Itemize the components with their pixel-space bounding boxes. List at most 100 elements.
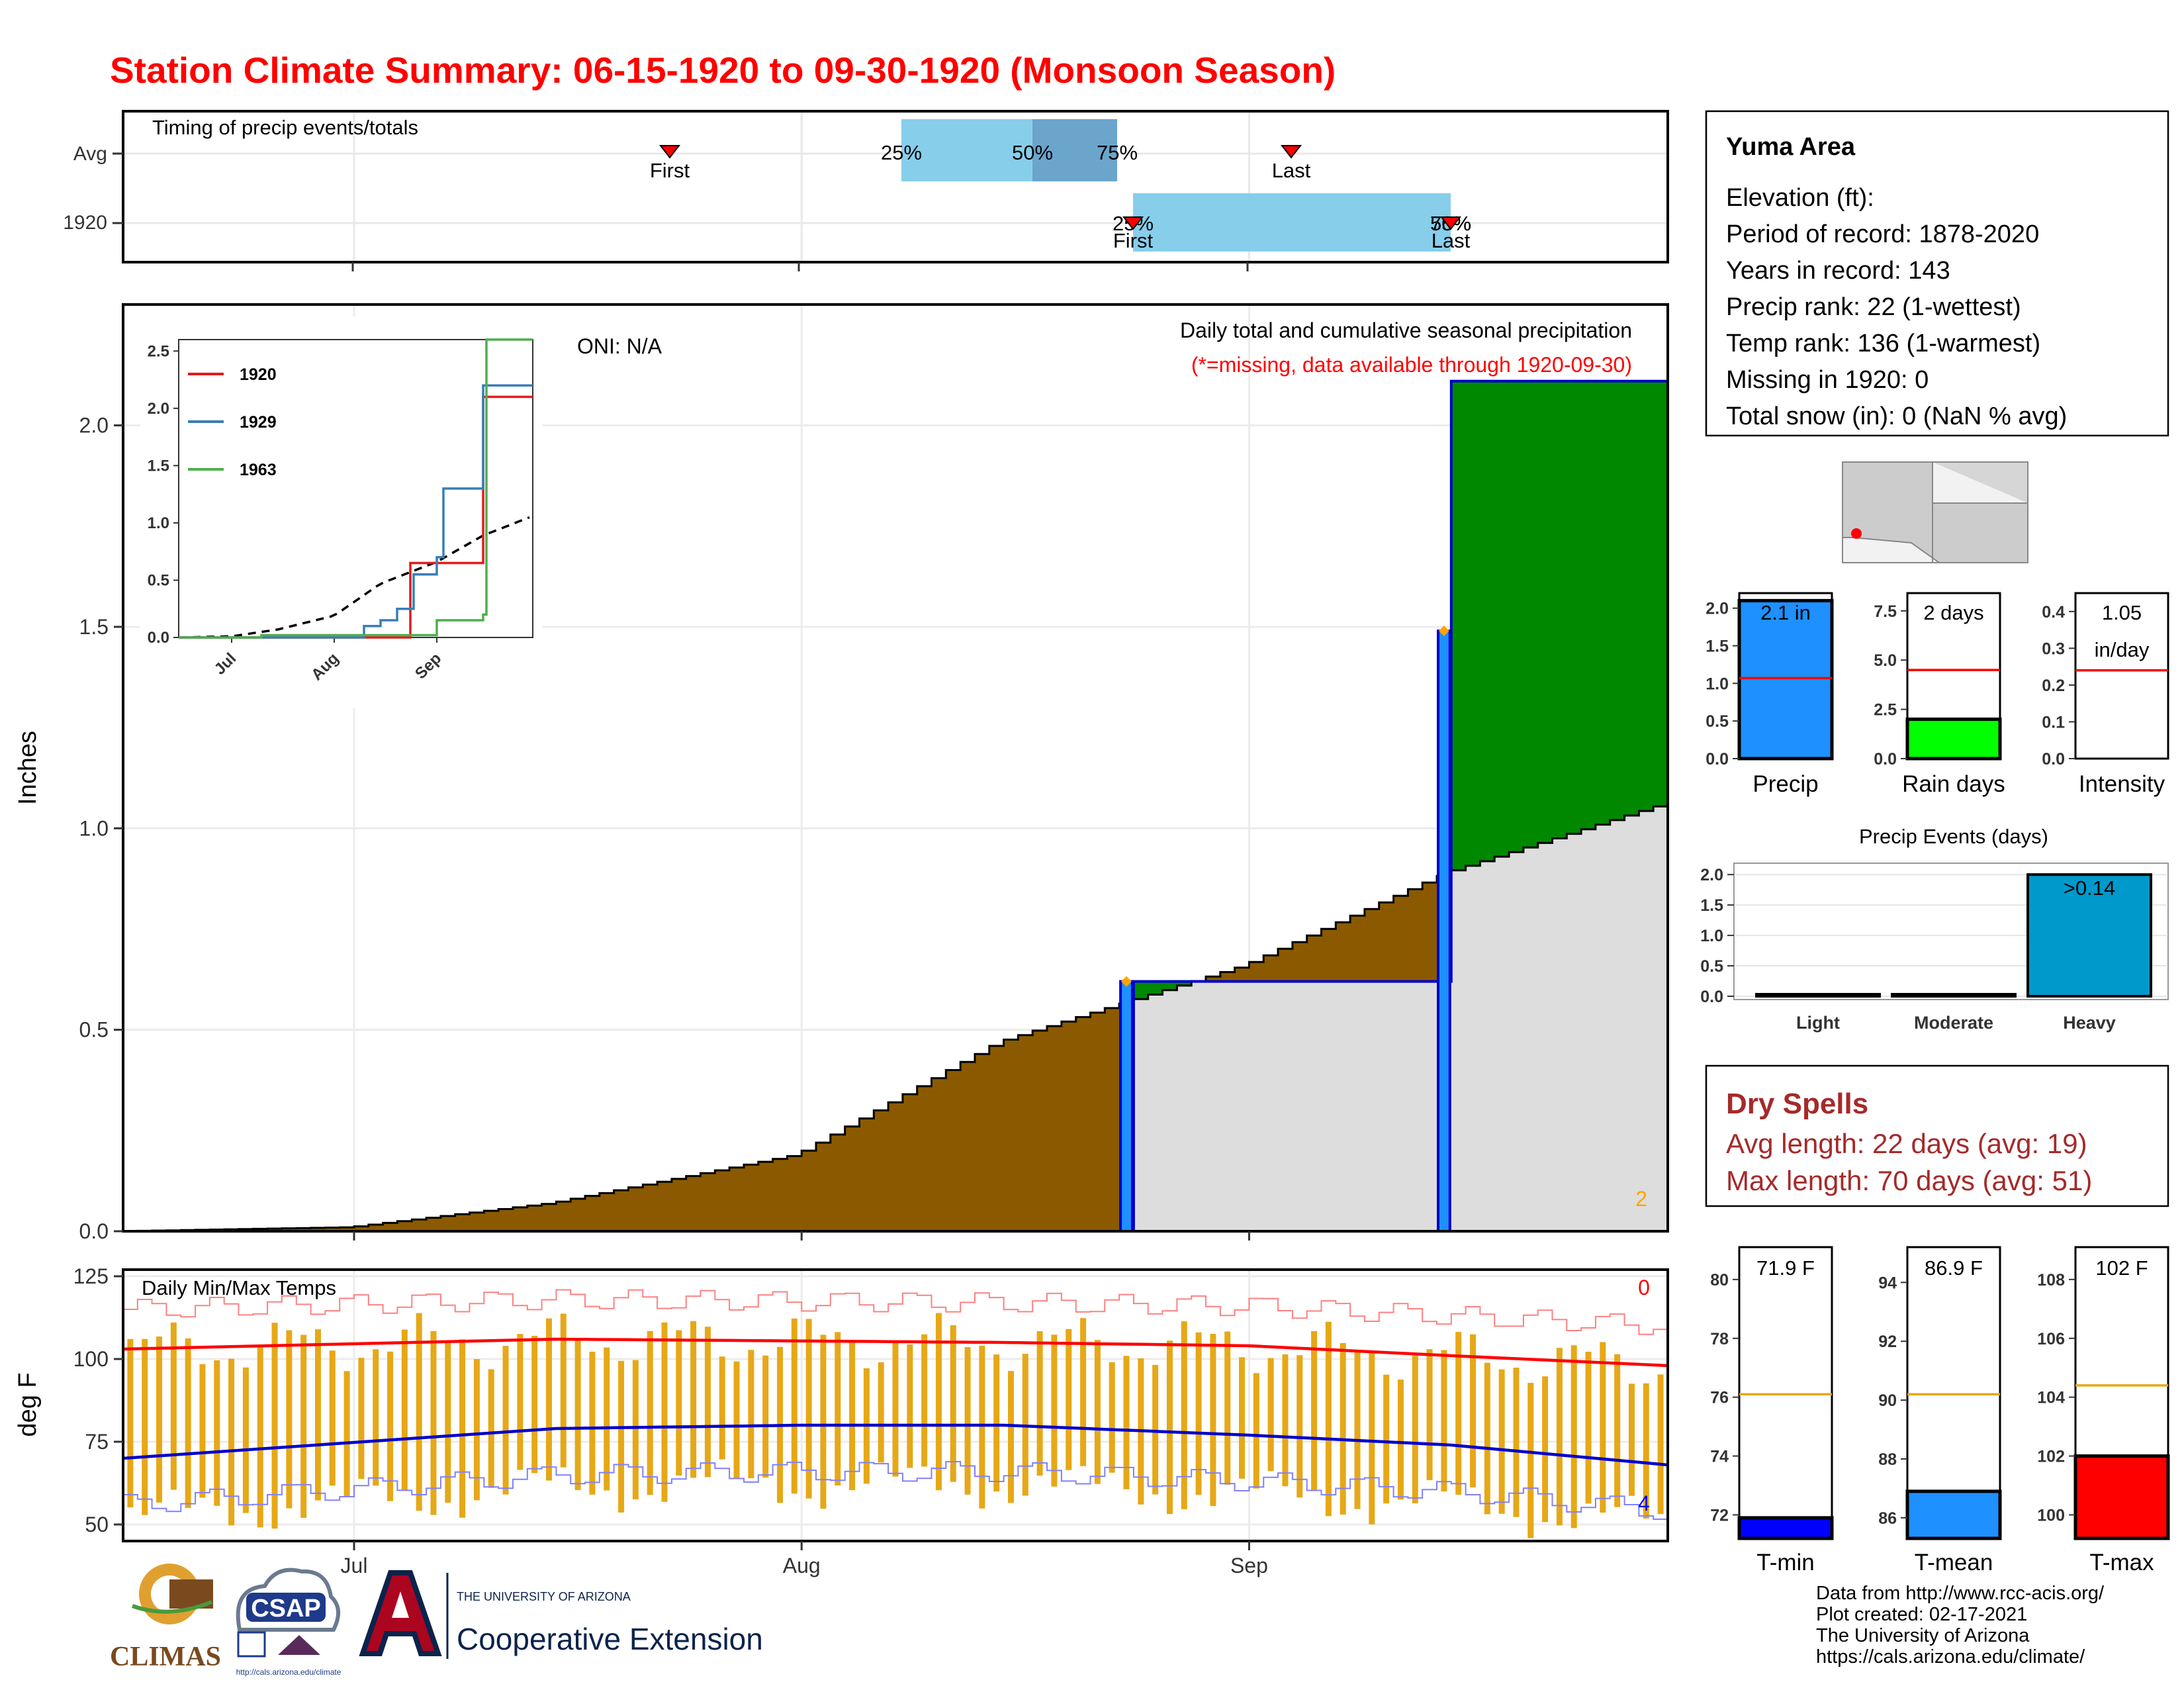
daily-temp-range-bar: [1195, 1332, 1202, 1495]
summary-bar-rain-days: 0.0 2.5 5.0 7.5 2 days Rain days: [1874, 592, 2005, 797]
below-normal-bar: [281, 1228, 297, 1231]
ua-line-2: Cooperative Extension: [457, 1622, 763, 1656]
temp-count-min: 4: [1638, 1491, 1650, 1515]
temp-x-tick-label: Sep: [1230, 1554, 1268, 1577]
daily-temp-range-bar: [1397, 1380, 1404, 1500]
below-normal-bar: [1393, 896, 1408, 982]
below-normal-bar: [1075, 1017, 1091, 1231]
daily-temp-range-bar: [1426, 1349, 1433, 1481]
temp-count-max: 0: [1638, 1276, 1650, 1299]
daily-temp-range-bar: [1513, 1368, 1520, 1517]
daily-temp-range-bar: [445, 1341, 451, 1503]
daily-temp-range-bar: [704, 1327, 711, 1477]
station-info-box: Yuma Area Elevation (ft): Period of recor…: [1705, 110, 2169, 437]
daily-temp-range-bar: [142, 1338, 148, 1515]
daily-temp-range-bar: [632, 1360, 639, 1500]
daily-temp-range-bar: [271, 1323, 278, 1529]
below-normal-bar: [1292, 942, 1308, 982]
daily-temp-range-bar: [1297, 1355, 1303, 1498]
daily-temp-range-bar: [1412, 1355, 1418, 1504]
daily-temp-range-bar: [979, 1345, 985, 1509]
daily-temp-range-bar: [661, 1322, 668, 1502]
below-normal-bar: [657, 1182, 672, 1231]
precip-events-panel: Precip Events (days) 0.0 0.5 1.0 1.5 2.0 Ligh…: [1700, 825, 2169, 1033]
legend-label-1929: 1929: [240, 413, 277, 432]
above-normal-bar: [1610, 381, 1625, 820]
station-info-line: Precip rank: 22 (1-wettest): [1726, 293, 2021, 321]
below-normal-bar: [758, 1162, 774, 1231]
daily-temp-range-bar: [950, 1325, 956, 1482]
precip-y-label: Inches: [14, 731, 42, 805]
y1920-first-marker: [1122, 216, 1144, 230]
station-info-lines: Elevation (ft): Period of record: 1878-20…: [1726, 184, 2067, 430]
daily-temp-range-bar: [1470, 1334, 1477, 1487]
below-normal-bar: [340, 1227, 355, 1231]
summary-bar-tick-label: 0.1: [2042, 713, 2065, 731]
daily-temp-range-bar: [791, 1318, 797, 1494]
daily-temp-range-bar: [560, 1313, 567, 1468]
daily-temp-range-bar: [604, 1347, 610, 1491]
below-normal-bar: [570, 1198, 586, 1231]
events-bar-label: >0.14: [2064, 876, 2115, 900]
below-normal-bar: [772, 1158, 788, 1231]
daily-temp-range-bar: [589, 1352, 596, 1495]
csap-logo: CSAP http://cals.arizona.edu/climate: [236, 1568, 341, 1677]
daily-temp-range-bar: [1354, 1350, 1361, 1509]
below-normal-bar: [1408, 889, 1423, 982]
summary-bar-tick-label: 7.5: [1874, 602, 1897, 621]
temp-x-tick-label: Jul: [341, 1554, 368, 1577]
daily-temp-range-bar: [1123, 1356, 1130, 1489]
timing-1920-bar: [1133, 193, 1451, 252]
daily-precip-bar: [1436, 630, 1451, 1231]
normal-precip-bar: [1350, 981, 1365, 1231]
footer-line-3: The University of Arizona: [1816, 1625, 2030, 1646]
avg-first-label: First: [650, 159, 690, 182]
precip-event-count: 2: [1635, 1187, 1647, 1211]
summary-bar-tick-label: 2.0: [1706, 600, 1729, 618]
below-normal-bar: [643, 1184, 658, 1231]
daily-temp-range-bar: [892, 1342, 899, 1477]
timing-panel-label: Timing of precip events/totals: [152, 116, 418, 139]
temp-bar-label: T-min: [1756, 1550, 1815, 1575]
daily-temp-range-bar: [314, 1329, 321, 1501]
summary-bar-tick-label: 0.4: [2042, 603, 2065, 622]
below-normal-bar: [1364, 909, 1380, 982]
daily-temp-range-bar: [488, 1369, 494, 1488]
legend-label-1920: 1920: [240, 365, 277, 384]
temp-bar-fill: [2073, 1454, 2170, 1540]
precip-y-tick-label: 0.0: [79, 1219, 109, 1243]
temp-bar-tick-label: 108: [2037, 1271, 2065, 1289]
events-y-tick-label: 1.0: [1700, 927, 1723, 945]
temp-bar-tick-label: 78: [1710, 1330, 1729, 1348]
daily-temp-range-bar: [1600, 1342, 1606, 1513]
below-normal-bar: [888, 1102, 903, 1231]
normal-precip-bar: [1509, 852, 1524, 1231]
daily-temp-range-bar: [156, 1336, 163, 1503]
summary-bar-frame: [2074, 592, 2169, 760]
daily-temp-range-bar: [1570, 1345, 1577, 1528]
events-y-tick-label: 2.0: [1700, 866, 1723, 884]
temp-bar-tick-label: 100: [2037, 1506, 2065, 1524]
oni-label: ONI: N/A: [577, 334, 662, 358]
inset-y-tick-label: 1.0: [148, 514, 169, 532]
normal-precip-bar: [1653, 806, 1668, 1231]
footer-line-2: Plot created: 02-17-2021: [1816, 1604, 2027, 1625]
events-y-tick-label: 0.0: [1700, 988, 1723, 1006]
below-normal-bar: [585, 1196, 600, 1231]
y1920-first-label: First: [1113, 229, 1154, 252]
daily-temp-range-bar: [300, 1335, 307, 1518]
normal-precip-bar: [1177, 985, 1192, 1231]
below-normal-bar: [614, 1190, 629, 1231]
daily-temp-range-bar: [430, 1331, 437, 1515]
temp-bar-tick-label: 76: [1710, 1389, 1729, 1407]
daily-temp-range-bar: [1253, 1373, 1259, 1489]
footer-line-4: https://cals.arizona.edu/climate/: [1816, 1646, 2085, 1667]
daily-temp-range-bar: [849, 1342, 856, 1491]
above-normal-bar: [1552, 381, 1567, 839]
below-normal-bar: [1047, 1026, 1062, 1231]
daily-temp-range-bar: [1325, 1321, 1332, 1517]
below-normal-bar: [917, 1086, 933, 1231]
inset-lines: [178, 338, 533, 639]
below-normal-bar: [541, 1203, 557, 1231]
